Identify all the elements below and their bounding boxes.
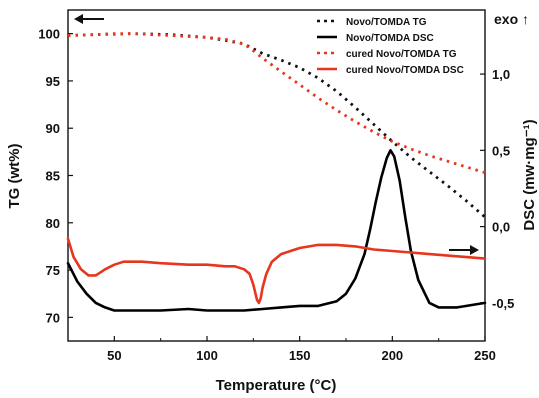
- x-tick-label: 200: [381, 348, 403, 363]
- left-axis-arrow: [74, 14, 104, 24]
- y-right-axis-title: DSC (mw·mg⁻¹): [521, 119, 538, 230]
- y-right-tick-label: 1,0: [492, 67, 510, 82]
- right-axis-arrow: [449, 245, 479, 255]
- y-left-tick-label: 100: [38, 27, 60, 42]
- y-right-tick-labels: -0,5 0,0 0,5 1,0: [492, 67, 514, 311]
- y-left-tick-labels: 70 75 80 85 90 95 100: [38, 27, 60, 326]
- x-tick-labels: 50 100 150 200 250: [107, 348, 496, 363]
- y-right-tick-label: 0,0: [492, 220, 510, 235]
- x-tick-label: 250: [474, 348, 496, 363]
- tick-marks: [68, 34, 485, 341]
- x-axis-title: Temperature (°C): [216, 377, 337, 394]
- x-tick-label: 150: [289, 348, 311, 363]
- y-left-tick-label: 80: [46, 216, 60, 231]
- y-left-tick-label: 90: [46, 121, 60, 136]
- y-left-tick-label: 75: [46, 263, 60, 278]
- y-left-tick-label: 70: [46, 310, 60, 325]
- exo-label: exo ↑: [494, 11, 529, 27]
- x-tick-label: 100: [196, 348, 218, 363]
- y-right-tick-label: -0,5: [492, 296, 514, 311]
- series-line-3: [68, 239, 485, 303]
- legend-label-cured-tg: cured Novo/TOMDA TG: [346, 49, 457, 60]
- series-line-0: [68, 34, 485, 218]
- legend: Novo/TOMDA TG Novo/TOMDA DSC cured Novo/…: [317, 17, 464, 76]
- series-line-1: [68, 150, 485, 310]
- legend-label-novo-dsc: Novo/TOMDA DSC: [346, 33, 434, 44]
- y-left-tick-label: 95: [46, 74, 60, 89]
- legend-label-cured-dsc: cured Novo/TOMDA DSC: [346, 65, 464, 76]
- y-left-axis-title: TG (wt%): [6, 144, 23, 209]
- y-right-tick-label: 0,5: [492, 143, 510, 158]
- x-tick-label: 50: [107, 348, 121, 363]
- y-left-tick-label: 85: [46, 169, 60, 184]
- legend-label-novo-tg: Novo/TOMDA TG: [346, 17, 427, 28]
